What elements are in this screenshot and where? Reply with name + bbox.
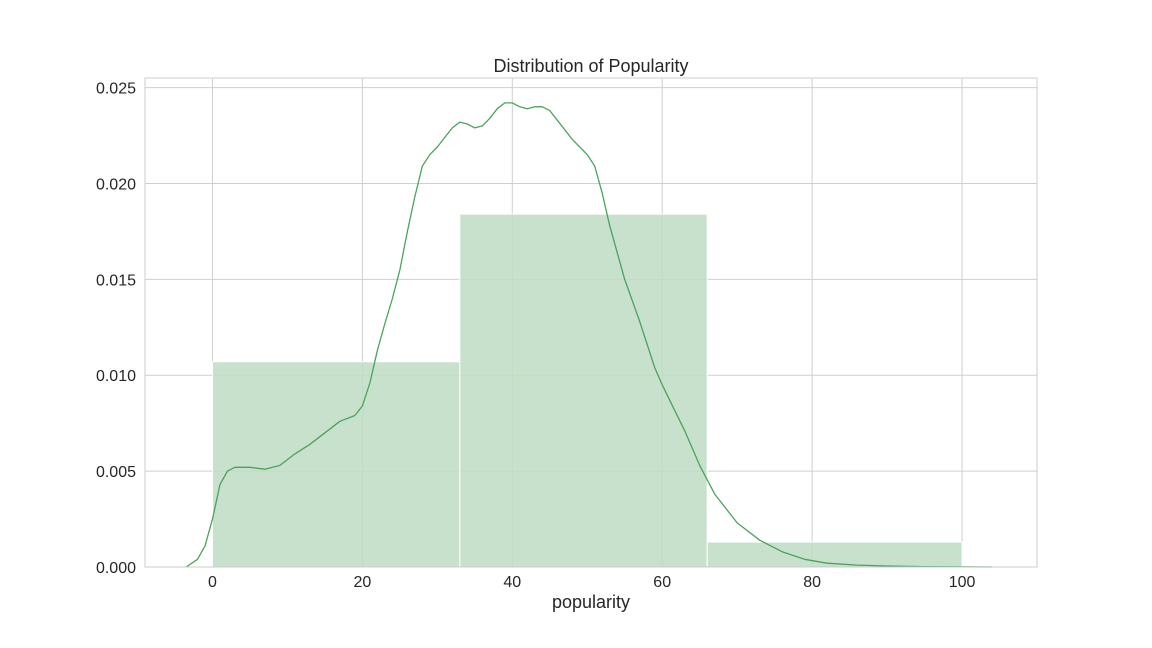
kde-curve-group xyxy=(185,102,993,568)
histogram-bar-1 xyxy=(211,361,461,568)
x-tick-label: 20 xyxy=(353,574,371,591)
x-tick-label: 40 xyxy=(503,574,521,591)
x-tick-label: 0 xyxy=(208,574,217,591)
y-tick-label: 0.010 xyxy=(96,368,136,385)
y-tick-label: 0.015 xyxy=(96,272,136,289)
y-tick-label: 0.020 xyxy=(96,176,136,193)
histogram-bars xyxy=(211,213,963,568)
chart-title: Distribution of Popularity xyxy=(493,56,688,76)
y-tick-label: 0.025 xyxy=(96,81,136,98)
x-tick-label: 80 xyxy=(803,574,821,591)
x-tick-label: 60 xyxy=(653,574,671,591)
plot-frame xyxy=(144,77,1038,568)
x-tick-label: 100 xyxy=(949,574,976,591)
histogram-bar-3 xyxy=(706,541,963,568)
histogram-bar-2 xyxy=(459,213,708,568)
x-tick-labels: 0 20 40 60 80 100 xyxy=(208,574,975,591)
kde-line xyxy=(185,102,993,568)
y-tick-label: 0.000 xyxy=(96,560,136,577)
y-tick-labels: 0.000 0.005 0.010 0.015 0.020 0.025 xyxy=(96,81,136,577)
y-tick-label: 0.005 xyxy=(96,464,136,481)
x-axis-label: popularity xyxy=(552,592,630,612)
